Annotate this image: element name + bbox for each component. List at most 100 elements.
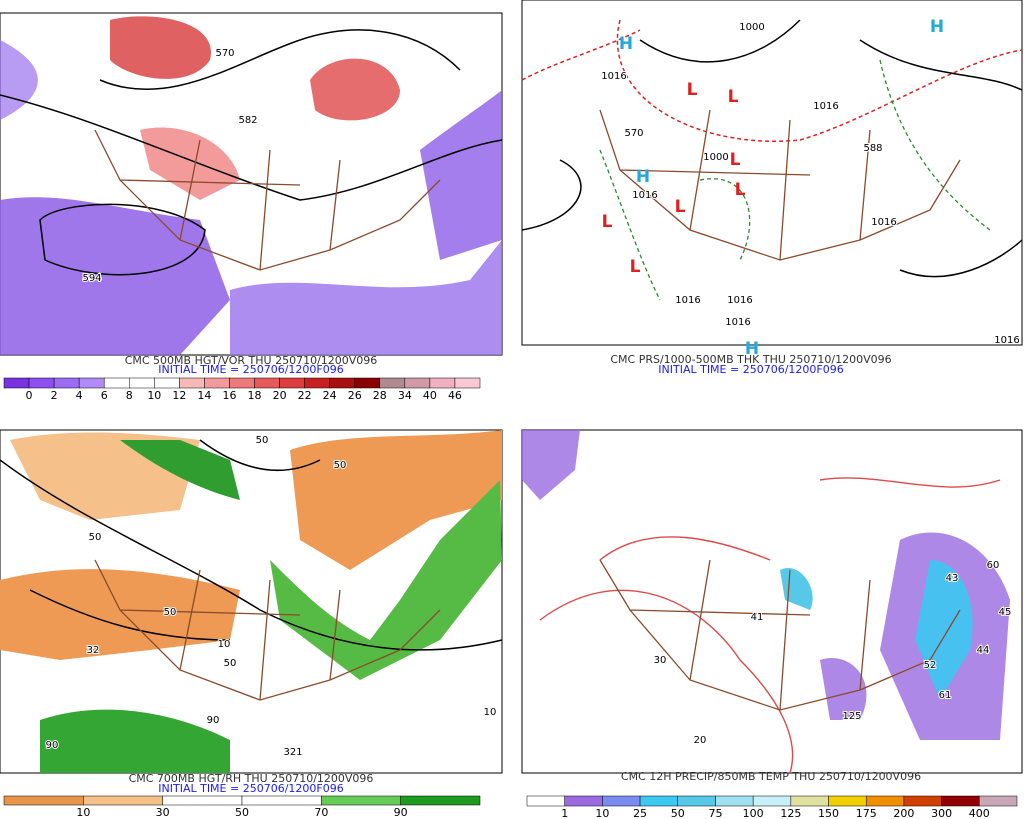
panel-title: CMC PRS/1000-500MB THK THU 250710/1200V0…	[610, 353, 891, 366]
pressure-center: L	[687, 80, 698, 100]
pressure-center: H	[619, 34, 633, 54]
map-700mb	[0, 429, 503, 774]
pressure-center: H	[745, 339, 759, 359]
contour-label: 582	[238, 115, 257, 126]
colorbar-swatch	[28, 377, 55, 389]
contour-label: 1016	[871, 217, 896, 228]
colorbar-swatch	[526, 795, 565, 807]
colorbar-label: 10	[76, 806, 90, 819]
contour-label: 10	[218, 639, 231, 650]
colorbar-label: 400	[969, 807, 990, 819]
colorbar-swatch	[229, 377, 255, 389]
colorbar-label: 50	[235, 806, 249, 819]
contour-label: 30	[654, 655, 667, 666]
colorbar-swatch	[354, 377, 381, 389]
colorbar-swatch	[677, 795, 716, 807]
contour-label: 1016	[675, 295, 700, 306]
contour-label: 1016	[725, 317, 750, 328]
colorbar-label: 22	[298, 389, 312, 402]
colorbar-label: 25	[633, 807, 647, 819]
colorbar-swatch	[321, 795, 401, 806]
contour-label: 321	[283, 747, 302, 758]
colorbar-swatch	[129, 377, 155, 389]
colorbar-label: 300	[931, 807, 952, 819]
pressure-center: L	[630, 257, 641, 277]
panel-title: CMC 12H PRECIP/850MB TEMP THU 250710/120…	[621, 770, 921, 783]
init-time: INITIAL TIME = 250706/1200F096	[658, 363, 843, 376]
colorbar-label: 24	[323, 389, 337, 402]
contour-label: 1016	[632, 190, 657, 201]
contour-label: 50	[164, 607, 177, 618]
colorbar-swatch	[454, 377, 481, 389]
pressure-center: L	[602, 212, 613, 232]
contour-label: 90	[207, 715, 220, 726]
contour-label: 50	[256, 435, 269, 446]
contour-label: 1000	[703, 152, 728, 163]
pressure-center: L	[728, 87, 739, 107]
colorbar-label: 150	[818, 807, 839, 819]
contour-label: 32	[87, 645, 100, 656]
colorbar-label: 20	[273, 389, 287, 402]
colorbar-label: 28	[373, 389, 387, 402]
panel-title: CMC 700MB HGT/RH THU 250710/1200V096	[129, 772, 374, 785]
contour-label: 20	[694, 735, 707, 746]
contour-label: 10	[484, 707, 497, 718]
colorbar-label: 46	[448, 389, 462, 402]
colorbar-label: 10	[595, 807, 609, 819]
colorbar-label: 175	[856, 807, 877, 819]
contour-label: 594	[82, 273, 101, 284]
contour-label: 50	[334, 460, 347, 471]
colorbar-swatch	[204, 377, 230, 389]
colorbar-swatch	[752, 795, 792, 807]
colorbar-label: 200	[893, 807, 914, 819]
colorbar-label: 50	[671, 807, 685, 819]
colorbar-swatch	[53, 377, 80, 389]
map-surface	[521, 0, 1023, 346]
map-precip	[521, 429, 1023, 774]
contour-label: 50	[224, 658, 237, 669]
contour-label: 61	[939, 690, 952, 701]
colorbar-swatch	[83, 795, 163, 806]
colorbar-swatch	[78, 377, 105, 389]
colorbar-label: 12	[172, 389, 186, 402]
colorbar-swatch	[639, 795, 679, 807]
pressure-center: H	[930, 17, 944, 37]
contour-label: 45	[999, 607, 1012, 618]
contour-label: 570	[215, 48, 234, 59]
colorbar-label: 125	[780, 807, 801, 819]
colorbar-swatch	[400, 795, 481, 806]
contour-label: 41	[751, 612, 764, 623]
contour-label: 1016	[727, 295, 752, 306]
init-time: INITIAL TIME = 250706/1200F096	[158, 782, 343, 795]
colorbar-label: 14	[197, 389, 211, 402]
pressure-center: H	[636, 167, 650, 187]
panel-title: CMC 500MB HGT/VOR THU 250710/1200V096	[125, 354, 378, 367]
colorbar-label: 30	[156, 806, 170, 819]
colorbar-swatch	[304, 377, 330, 389]
contour-label: 125	[842, 711, 861, 722]
contour-label: 570	[624, 128, 643, 139]
colorbar-swatch	[379, 377, 406, 389]
colorbar-swatch	[564, 795, 603, 807]
contour-label: 60	[987, 560, 1000, 571]
colorbar-swatch	[903, 795, 942, 807]
colorbar-swatch	[715, 795, 754, 807]
colorbar-label: 16	[222, 389, 236, 402]
colorbar-label: 0	[26, 389, 33, 402]
pressure-center: L	[735, 180, 746, 200]
contour-label: 588	[863, 143, 882, 154]
map-500mb	[0, 12, 503, 356]
colorbar-swatch	[429, 377, 456, 389]
colorbar-label: 100	[743, 807, 764, 819]
colorbar-swatch	[3, 377, 30, 389]
colorbar-swatch	[865, 795, 905, 807]
colorbar-swatch	[241, 795, 322, 806]
contour-label: 52	[924, 660, 937, 671]
contour-label: 1016	[813, 101, 838, 112]
contour-label: 50	[89, 532, 102, 543]
colorbar-swatch	[154, 377, 180, 389]
colorbar-label: 8	[126, 389, 133, 402]
colorbar-label: 90	[394, 806, 408, 819]
colorbar-swatch	[790, 795, 829, 807]
